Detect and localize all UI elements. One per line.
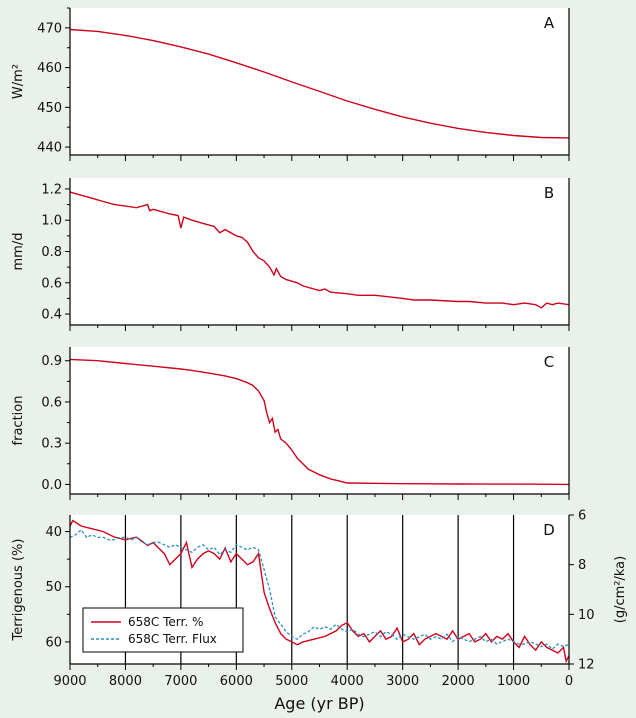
- panel-label: D: [543, 521, 555, 539]
- y2-axis-title: (g/cm²/ka): [613, 556, 628, 623]
- y-tick-label: 50: [45, 580, 62, 595]
- y-tick-label: 450: [37, 101, 62, 116]
- y-axis-title: W/m²: [11, 64, 26, 99]
- panel-D: 9000 8000 7000 6000 5000 4000 3000 2000 1000 0 40 5…: [11, 509, 628, 714]
- y-tick-label: 440: [37, 141, 62, 156]
- series-line-panel-b-0: [69, 191, 570, 309]
- series-line-658c-terr-: [69, 519, 570, 664]
- series-line-panel-a-0: [69, 28, 570, 139]
- y-tick-label: 1.2: [41, 182, 62, 197]
- legend-label: 658C Terr. Flux: [128, 632, 217, 646]
- x-tick-label: 0: [565, 674, 573, 689]
- x-tick-label: 9000: [53, 674, 86, 689]
- y2-tick-label: 6: [578, 509, 586, 524]
- y-axis-title: mm/d: [11, 233, 26, 271]
- panel-C: 0.0 0.3 0.6 0.9 fraction C: [11, 347, 570, 500]
- legend-box: [82, 607, 244, 653]
- plot-area: [70, 178, 569, 325]
- x-tick-label: 7000: [164, 674, 197, 689]
- series-line-658c-terr-flux: [69, 528, 570, 650]
- x-tick-label: 2000: [442, 674, 475, 689]
- x-tick-label: 4000: [331, 674, 364, 689]
- y-tick-label: 40: [45, 525, 62, 540]
- y-tick-label: 0.6: [41, 395, 62, 410]
- x-tick-label: 6000: [220, 674, 253, 689]
- x-tick-label: 8000: [109, 674, 142, 689]
- y-tick-label: 0.6: [41, 276, 62, 291]
- y-tick-label: 60: [45, 635, 62, 650]
- y2-tick-label: 10: [578, 608, 595, 623]
- y-tick-label: 1.0: [41, 214, 62, 229]
- y2-tick-label: 12: [578, 658, 595, 673]
- series-line-panel-c-0: [69, 358, 570, 486]
- y-tick-label: 0.3: [41, 437, 62, 452]
- legend-label: 658C Terr. %: [128, 615, 203, 629]
- panel-label: C: [544, 353, 554, 371]
- panel-A: 440 450 460 470 W/m² A: [11, 7, 570, 161]
- x-tick-label: 3000: [386, 674, 419, 689]
- y-tick-label: 0.8: [41, 245, 62, 260]
- y-tick-label: 460: [37, 61, 62, 76]
- y-tick-label: 0.9: [41, 354, 62, 369]
- plot-area: [70, 8, 569, 155]
- x-tick-label: 1000: [497, 674, 530, 689]
- y-tick-label: 0.4: [41, 308, 62, 323]
- y-tick-label: 470: [37, 21, 62, 36]
- legend: 658C Terr. % 658C Terr. Flux: [82, 607, 244, 653]
- panel-label: A: [544, 14, 555, 32]
- y-axis-title: fraction: [11, 396, 26, 446]
- panel-label: B: [544, 184, 554, 202]
- y2-tick-label: 8: [578, 558, 586, 573]
- y-axis-title: Terrigenous (%): [11, 539, 26, 642]
- panel-B: 0.4 0.6 0.8 1.0 1.2 mm/d B: [11, 178, 570, 331]
- plot-area: [70, 347, 569, 494]
- y-tick-label: 0.0: [41, 478, 62, 493]
- x-tick-label: 5000: [275, 674, 308, 689]
- x-axis-title: Age (yr BP): [274, 694, 364, 713]
